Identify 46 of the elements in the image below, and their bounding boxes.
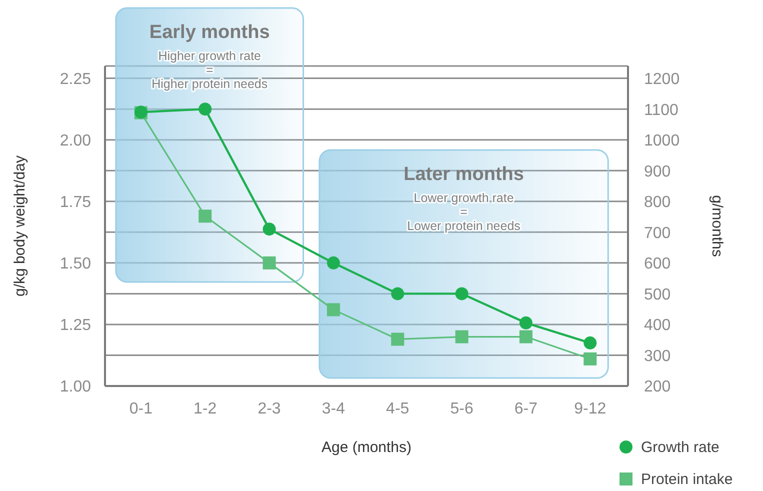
y2-tick-label: 800	[644, 194, 671, 212]
point	[391, 287, 404, 300]
x-tick-label: 6-7	[514, 400, 538, 418]
y2-tick-label: 1200	[644, 70, 680, 88]
y-axis-title: g/kg body weight/day	[11, 155, 28, 296]
y-tick-label: 2.25	[60, 70, 92, 88]
y2-tick-label: 900	[644, 163, 671, 180]
point	[198, 102, 212, 116]
y-tick-label: 1.00	[60, 378, 92, 396]
x-tick-label: 3-4	[322, 400, 346, 418]
y-tick-label: 1.25	[60, 317, 92, 334]
point	[519, 316, 532, 330]
y2-tick-label: 300	[644, 348, 671, 365]
y2-axis-title: g/months	[708, 195, 726, 257]
point	[584, 336, 597, 350]
x-tick-label: 5-6	[450, 400, 474, 418]
y2-tick-label: 1000	[644, 132, 680, 150]
x-tick-label: 1-2	[194, 400, 217, 418]
y-tick-label: 1.75	[60, 194, 92, 212]
point	[455, 287, 468, 300]
x-tick-label: 9-12	[574, 400, 606, 418]
point	[584, 352, 597, 366]
y-tick-label: 1.50	[60, 256, 92, 273]
y2-tick-label: 700	[644, 224, 671, 242]
point	[326, 303, 340, 316]
legend-label: Protein intake	[641, 470, 733, 488]
x-tick-label: 2-3	[258, 400, 281, 418]
point	[262, 222, 276, 236]
point	[519, 330, 532, 344]
y-tick-label: 2.00	[60, 132, 92, 150]
point	[455, 330, 468, 344]
y2-tick-label: 200	[644, 378, 671, 396]
y2-tick-label: 600	[644, 256, 671, 273]
point	[262, 256, 276, 270]
point	[391, 332, 404, 346]
x-tick-label: 0-1	[129, 400, 153, 418]
x-tick-label: 4-5	[386, 400, 410, 418]
point	[326, 256, 340, 270]
band-label: Early months	[149, 22, 270, 43]
point	[198, 210, 212, 223]
legend-label: Growth rate	[641, 438, 720, 456]
y2-tick-label: 500	[644, 286, 671, 304]
x-axis-title: Age (months)	[321, 439, 412, 456]
annotation: Higher growth rate = Higher protein needs	[152, 49, 268, 91]
y2-tick-label: 1100	[644, 102, 679, 119]
y2-tick-label: 400	[644, 317, 671, 334]
